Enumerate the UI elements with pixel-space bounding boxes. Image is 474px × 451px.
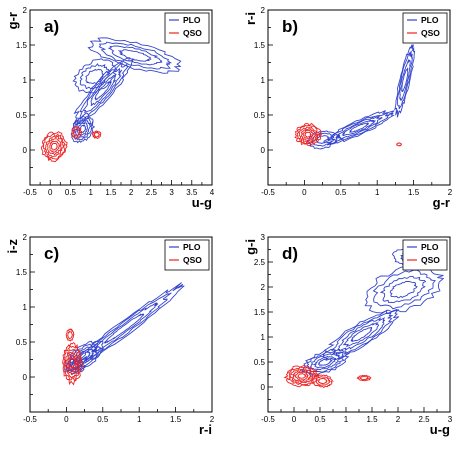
y-tick-label: 3 — [261, 233, 266, 242]
x-tick-label: 1 — [88, 188, 93, 197]
x-tick-label: 0.5 — [65, 188, 77, 197]
panel-label: b) — [282, 17, 298, 36]
y-tick-label: 2 — [261, 6, 266, 15]
panel-label: c) — [44, 244, 59, 263]
legend-label-qso: QSO — [421, 28, 440, 38]
x-tick-label: 2 — [396, 415, 401, 424]
y-tick-label: 0.5 — [254, 111, 266, 120]
y-tick-label: 0.5 — [16, 111, 28, 120]
panel-a: -0.5 0 0.5 1 1.5 2 2.5 3 3.5 4 0 0.5 1 1.5 2 u-g g-r a) PL… — [5, 6, 215, 210]
y-axis-label: g-i — [243, 239, 258, 255]
legend: PLO QSO — [403, 240, 447, 270]
x-tick-label: 1.5 — [170, 415, 182, 424]
x-tick-label: 1.5 — [366, 415, 378, 424]
x-tick-label: 0 — [302, 188, 307, 197]
y-tick-label: 2 — [23, 6, 28, 15]
y-tick-label: 2 — [261, 283, 266, 292]
y-tick-label: 1 — [23, 303, 28, 312]
x-tick-label: 2.5 — [146, 188, 158, 197]
y-tick-label: 0.5 — [16, 338, 28, 347]
panel-b: -0.5 0 0.5 1 1.5 200.511.52g-rr-i b) PLOQSO — [243, 6, 453, 210]
x-tick-label: 1.5 — [408, 188, 420, 197]
x-axis-label: r-i — [199, 422, 212, 437]
y-tick-label: 1.5 — [16, 268, 28, 277]
x-tick-label: 2 — [129, 188, 134, 197]
x-tick-label: 0 — [292, 415, 297, 424]
legend: PLO QSO — [403, 13, 447, 43]
x-axis-label: u-g — [192, 195, 212, 210]
x-tick-label: 1 — [137, 415, 142, 424]
x-tick-label: 0 — [48, 188, 53, 197]
panel-label: a) — [44, 17, 59, 36]
x-tick-label: 1 — [375, 188, 380, 197]
y-tick-label: 1.5 — [254, 308, 266, 317]
legend-label-qso: QSO — [183, 28, 202, 38]
legend: PLO QSO — [165, 240, 209, 270]
x-tick-label: -0.5 — [23, 188, 37, 197]
y-axis-label: r-i — [243, 12, 258, 25]
y-tick-label: 1.5 — [16, 41, 28, 50]
x-tick-label: 2.5 — [418, 415, 430, 424]
legend: PLO QSO — [165, 13, 209, 43]
x-tick-label: 1 — [344, 415, 349, 424]
legend-label-qso: QSO — [421, 255, 440, 265]
y-tick-label: 0.5 — [254, 358, 266, 367]
y-tick-label: 0 — [23, 373, 28, 382]
x-tick-label: 3 — [169, 188, 174, 197]
x-axis-label: u-g — [430, 422, 450, 437]
x-tick-label: 0 — [64, 415, 69, 424]
legend-label-plo: PLO — [183, 15, 201, 25]
y-tick-label: 1 — [23, 76, 28, 85]
x-tick-label: -0.5 — [23, 415, 37, 424]
x-tick-label: -0.5 — [261, 415, 275, 424]
x-tick-label: -0.5 — [261, 188, 275, 197]
y-tick-label: 1.5 — [254, 41, 266, 50]
y-tick-label: 0 — [23, 146, 28, 155]
y-tick-label: 1 — [261, 76, 266, 85]
legend-label-plo: PLO — [421, 15, 439, 25]
y-axis-label: i-z — [5, 239, 20, 254]
y-axis-label: g-r — [5, 12, 20, 29]
legend-label-plo: PLO — [421, 242, 439, 252]
panel-d: -0.5 0 0.5 1 1.5 2 2.5 300.511.522.53u-gg-i d) PL… — [243, 233, 453, 437]
legend-label-plo: PLO — [183, 242, 201, 252]
y-tick-label: 0 — [261, 146, 266, 155]
y-tick-label: 2.5 — [254, 258, 266, 267]
x-tick-label: 0.5 — [335, 188, 347, 197]
y-tick-label: 0 — [261, 383, 266, 392]
x-tick-label: 0.5 — [314, 415, 326, 424]
x-tick-label: 0.5 — [97, 415, 109, 424]
y-tick-label: 1 — [261, 333, 266, 342]
x-axis-label: g-r — [433, 195, 450, 210]
y-tick-label: 2 — [23, 233, 28, 242]
x-tick-label: 1.5 — [105, 188, 117, 197]
legend-label-qso: QSO — [183, 255, 202, 265]
panel-label: d) — [282, 244, 298, 263]
